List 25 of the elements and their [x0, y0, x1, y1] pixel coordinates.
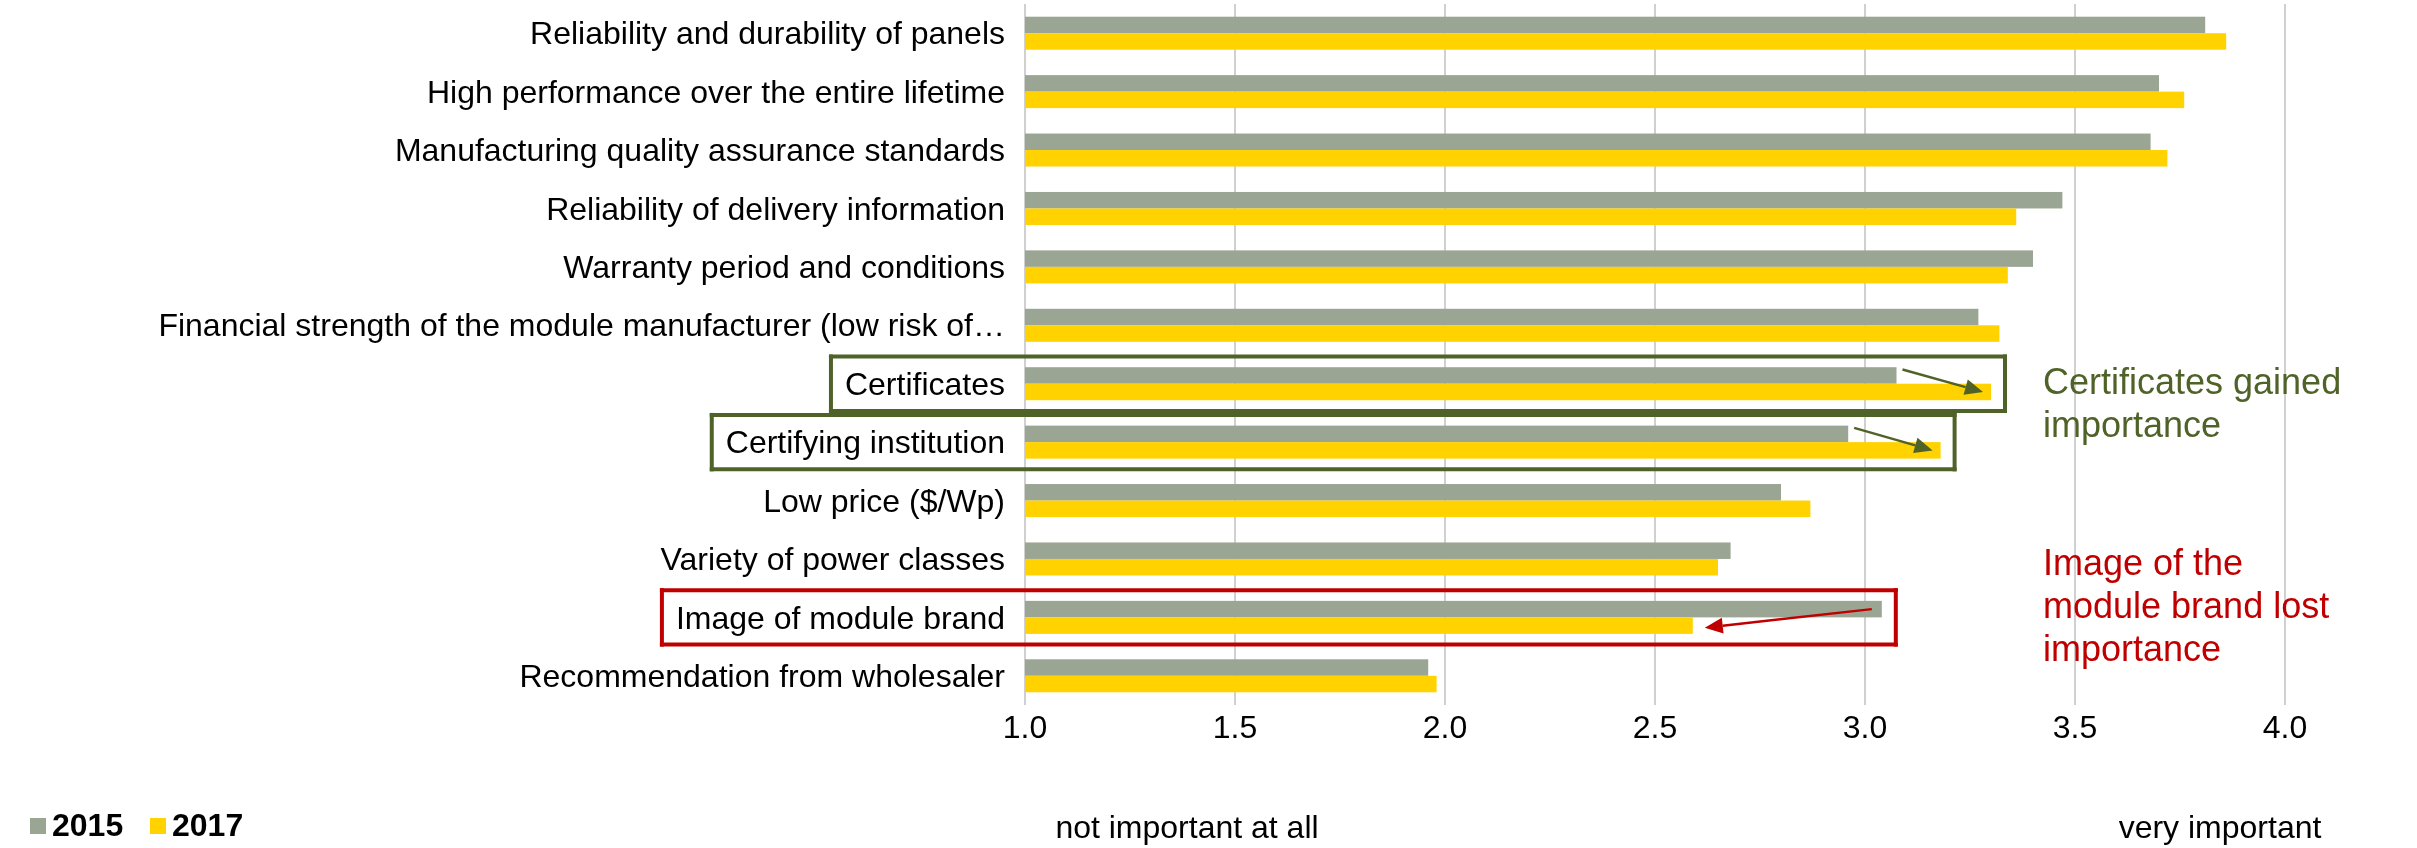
x-tick-label: 3.0	[1842, 709, 1888, 745]
y-tick-label: Recommendation from wholesaler	[519, 657, 1006, 694]
x-tick-label: 1.5	[1212, 709, 1258, 745]
annotation: Image of the module brand lost importance	[2043, 542, 2330, 670]
x-tick-label: 3.5	[2052, 709, 2098, 745]
y-tick-label: Financial strength of the module manufacturer (low risk of…	[158, 307, 1005, 344]
x-tick-label: 2.5	[1632, 709, 1678, 745]
x-tick-label: 4.0	[2262, 709, 2308, 745]
annotation: Certificates gained importance	[2043, 361, 2342, 446]
text: not important at all	[1055, 809, 1319, 845]
y-tick-label: Warranty period and conditions	[563, 249, 1005, 286]
y-tick-label: Manufacturing quality assurance standards	[394, 132, 1005, 169]
y-tick-label: Certificates	[844, 365, 1005, 402]
y-tick-label: Reliability of delivery information	[546, 190, 1005, 227]
x-tick-label: 1.0	[1002, 709, 1048, 745]
legend-label: 2017	[172, 807, 244, 843]
y-tick-label: High performance over the entire lifetime	[426, 73, 1005, 110]
y-tick-label: Reliability and durability of panels	[530, 15, 1005, 52]
y-tick-label: Image of module brand	[675, 599, 1005, 636]
legend-label: 2015	[52, 807, 124, 843]
y-tick-label: Certifying institution	[725, 424, 1005, 461]
y-tick-label: Variety of power classes	[660, 541, 1005, 578]
x-tick-label: 2.0	[1422, 709, 1468, 745]
y-tick-label: Low price ($/Wp)	[763, 482, 1005, 519]
text: very important	[2118, 809, 2322, 845]
